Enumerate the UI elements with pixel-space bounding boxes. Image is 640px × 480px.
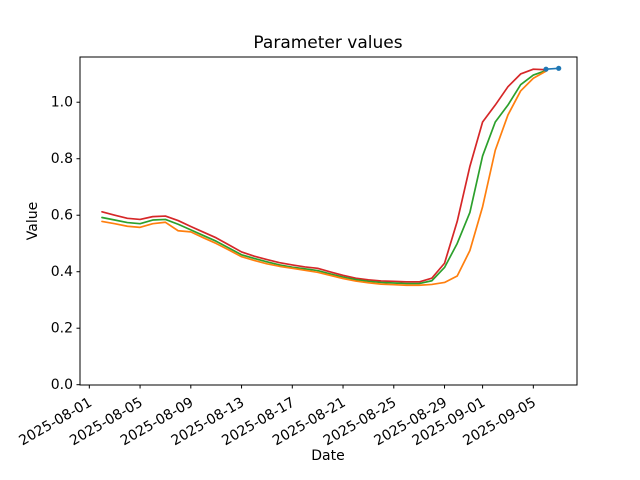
plot-area: 0.00.20.40.60.81.02025-08-012025-08-0520…: [16, 56, 578, 449]
parameter-orange-line: [101, 70, 547, 287]
y-tick-label: 0.6: [51, 208, 73, 224]
endpoint-blue-marker: [556, 65, 562, 71]
parameter-green-line: [101, 69, 547, 285]
y-tick-label: 0.8: [51, 151, 73, 167]
y-tick-label: 0.0: [51, 377, 73, 393]
y-tick-label: 0.4: [51, 264, 73, 280]
y-tick-label: 1.0: [51, 95, 73, 111]
parameter-red-line: [101, 68, 547, 283]
y-axis-label: Value: [25, 202, 41, 240]
endpoint-blue-marker: [543, 66, 549, 72]
axes-frame: [79, 56, 578, 386]
x-axis-label: Date: [311, 448, 344, 464]
chart-title: Parameter values: [253, 33, 402, 53]
y-tick-label: 0.2: [51, 321, 73, 337]
